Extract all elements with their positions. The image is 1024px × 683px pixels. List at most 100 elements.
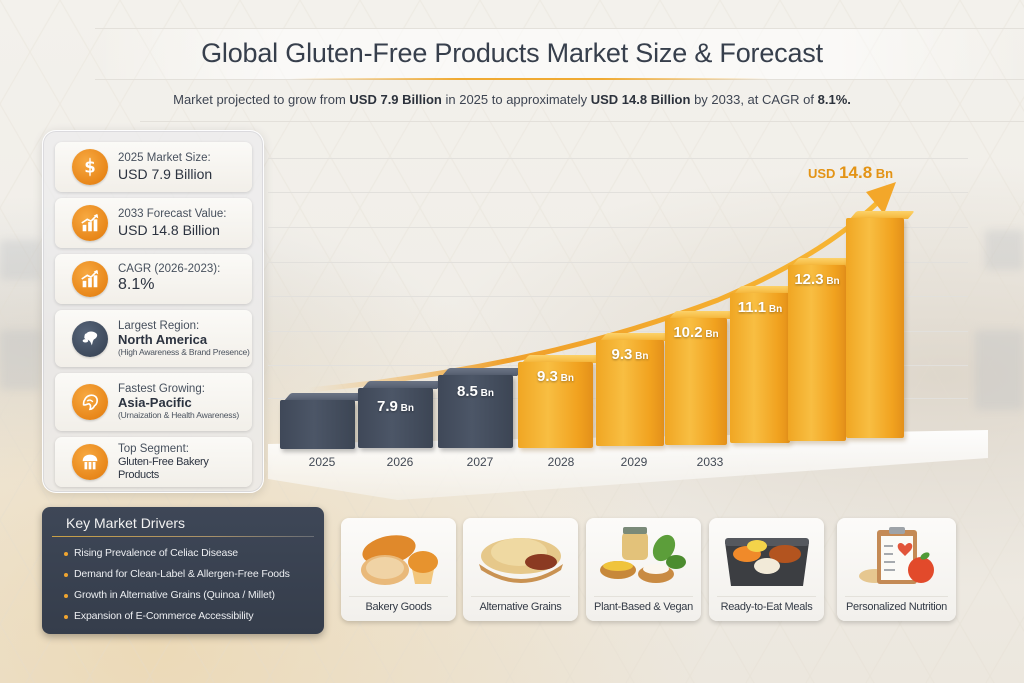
drivers-divider — [52, 536, 314, 537]
kpi-card-forecast-value: 2033 Forecast Value: USD 14.8 Billion — [55, 198, 252, 248]
kpi-card-top-segment: Top Segment: Gluten-Free Bakery Products — [55, 437, 252, 487]
kpi-label: Fastest Growing: — [118, 383, 205, 396]
card-divider — [717, 596, 816, 597]
gridline — [268, 192, 968, 193]
drivers-list: Rising Prevalence of Celiac Disease Dema… — [64, 543, 324, 627]
category-card-bakery: Bakery Goods — [341, 518, 456, 621]
category-card-grains: Alternative Grains — [463, 518, 578, 621]
card-divider — [471, 596, 570, 597]
kpi-card-fastest-growing: Fastest Growing: Asia-Pacific (Urnaizati… — [55, 373, 252, 431]
callout-prefix: USD — [808, 166, 840, 181]
north-america-map-icon — [72, 320, 108, 357]
subtitle-text: by 2033, at CAGR of — [690, 92, 818, 107]
card-divider — [845, 596, 948, 597]
kpi-card-largest-region: Largest Region: North America (High Awar… — [55, 310, 252, 367]
category-label: Alternative Grains — [479, 601, 562, 613]
callout-unit: Bn — [872, 166, 894, 181]
bar-label: 9.3 Bn — [611, 346, 649, 363]
kpi-label: Top Segment: — [118, 442, 189, 455]
bar-chart: USD 14.8 Bn 7.9 Bn 8.5 Bn 9.3 Bn 9.3 Bn … — [268, 130, 1024, 500]
bar-label: 11.1 Bn — [737, 299, 783, 316]
driver-item: Expansion of E-Commerce Accessibility — [64, 606, 324, 627]
card-divider — [349, 596, 448, 597]
kpi-note: (High Awareness & Brand Presence) — [118, 346, 250, 357]
kpi-value: Asia-Pacific — [118, 395, 192, 411]
kpi-value: North America — [118, 331, 208, 347]
bar-2026: 7.9 Bn — [358, 381, 444, 448]
meal-tray-icon — [709, 524, 824, 594]
bar-label: 9.3 Bn — [537, 368, 574, 385]
bar-label: 8.5 Bn — [457, 383, 494, 400]
callout-value: 14.8 — [839, 163, 873, 182]
driver-item: Demand for Clean-Label & Allergen-Free F… — [64, 564, 324, 585]
kpi-card-market-size: $ 2025 Market Size: USD 7.9 Billion — [55, 142, 252, 192]
kpi-value: 8.1% — [118, 276, 155, 294]
gridline — [268, 262, 968, 263]
x-axis-label: 2033 — [696, 455, 724, 469]
card-divider — [594, 596, 693, 597]
asia-pacific-map-icon — [72, 384, 108, 420]
category-label: Personalized Nutrition — [845, 601, 947, 613]
subtitle-highlight: USD 7.9 Billion — [349, 92, 442, 107]
kpi-value: Gluten-Free Bakery Products — [118, 455, 209, 481]
background-decor — [985, 230, 1024, 270]
x-axis-label: 2027 — [466, 455, 494, 469]
kpi-value: USD 14.8 Billion — [118, 221, 220, 238]
category-card-plant-based: Plant-Based & Vegan — [586, 518, 701, 621]
kpi-label: CAGR (2026-2023): — [118, 263, 221, 276]
category-label: Plant-Based & Vegan — [594, 601, 693, 613]
category-card-ready-meals: Ready-to-Eat Meals — [709, 518, 824, 621]
bar-2030: 11.1 Bn — [730, 286, 801, 443]
background-decor — [0, 330, 40, 390]
bar-label: 12.3 Bn — [794, 271, 840, 288]
subtitle-highlight: 8.1%. — [817, 92, 851, 107]
kpi-label: 2033 Forecast Value: — [118, 208, 227, 221]
bread-muffin-icon — [341, 524, 456, 594]
subtitle-band — [140, 84, 1024, 122]
bar-2032 — [846, 211, 915, 438]
bar-2029: 9.3 Bn — [596, 333, 675, 446]
x-axis-label: 2028 — [547, 455, 575, 469]
title-underline — [290, 78, 770, 80]
background-decor — [975, 330, 1024, 410]
growth-chart-icon — [72, 205, 108, 241]
page-subtitle: Market projected to grow from USD 7.9 Bi… — [0, 92, 1024, 107]
bar-2031: 12.3 Bn — [788, 258, 857, 441]
subtitle-highlight: USD 14.8 Billion — [590, 92, 691, 107]
bar-2033: 10.2 Bn — [665, 311, 738, 445]
x-axis-label: 2026 — [386, 455, 414, 469]
kpi-panel: $ 2025 Market Size: USD 7.9 Billion 2033… — [42, 130, 264, 493]
background-decor — [0, 240, 40, 280]
subtitle-text: Market projected to grow from — [173, 92, 350, 107]
driver-item: Growth in Alternative Grains (Quinoa / M… — [64, 585, 324, 606]
clipboard-apple-icon — [837, 524, 956, 594]
gridline — [268, 296, 968, 297]
category-card-personalized-nutrition: Personalized Nutrition — [837, 518, 956, 621]
x-axis-label: 2029 — [620, 455, 648, 469]
bar-2025 — [280, 393, 366, 449]
kpi-value: USD 7.9 Billion — [118, 165, 213, 182]
gridline — [268, 227, 968, 228]
kpi-card-cagr: CAGR (2026-2023): 8.1% — [55, 254, 252, 304]
bar-label: 10.2 Bn — [673, 324, 719, 341]
drivers-title: Key Market Drivers — [66, 515, 186, 531]
kpi-label: Largest Region: — [118, 319, 200, 332]
dollar-coin-icon: $ — [72, 149, 108, 185]
gridline — [268, 158, 968, 159]
subtitle-text: in 2025 to approximately — [441, 92, 591, 107]
kpi-label: 2025 Market Size: — [118, 152, 211, 165]
bar-2027: 8.5 Bn — [438, 368, 524, 448]
growth-chart-icon — [72, 261, 108, 297]
bar-label: 7.9 Bn — [377, 398, 414, 415]
bar-2028: 9.3 Bn — [518, 355, 604, 448]
page-title: Global Gluten-Free Products Market Size … — [201, 38, 823, 68]
grain-bowl-icon — [463, 524, 578, 594]
category-label: Ready-to-Eat Meals — [720, 601, 813, 613]
plant-based-icon — [586, 524, 701, 594]
x-axis-label: 2025 — [308, 455, 336, 469]
kpi-note: (Urnaization & Health Awareness) — [118, 410, 240, 421]
bakery-muffin-icon — [72, 444, 108, 480]
driver-item: Rising Prevalence of Celiac Disease — [64, 543, 324, 564]
key-drivers-panel: Key Market Drivers Rising Prevalence of … — [42, 507, 324, 634]
forecast-callout: USD 14.8 Bn — [808, 163, 893, 183]
